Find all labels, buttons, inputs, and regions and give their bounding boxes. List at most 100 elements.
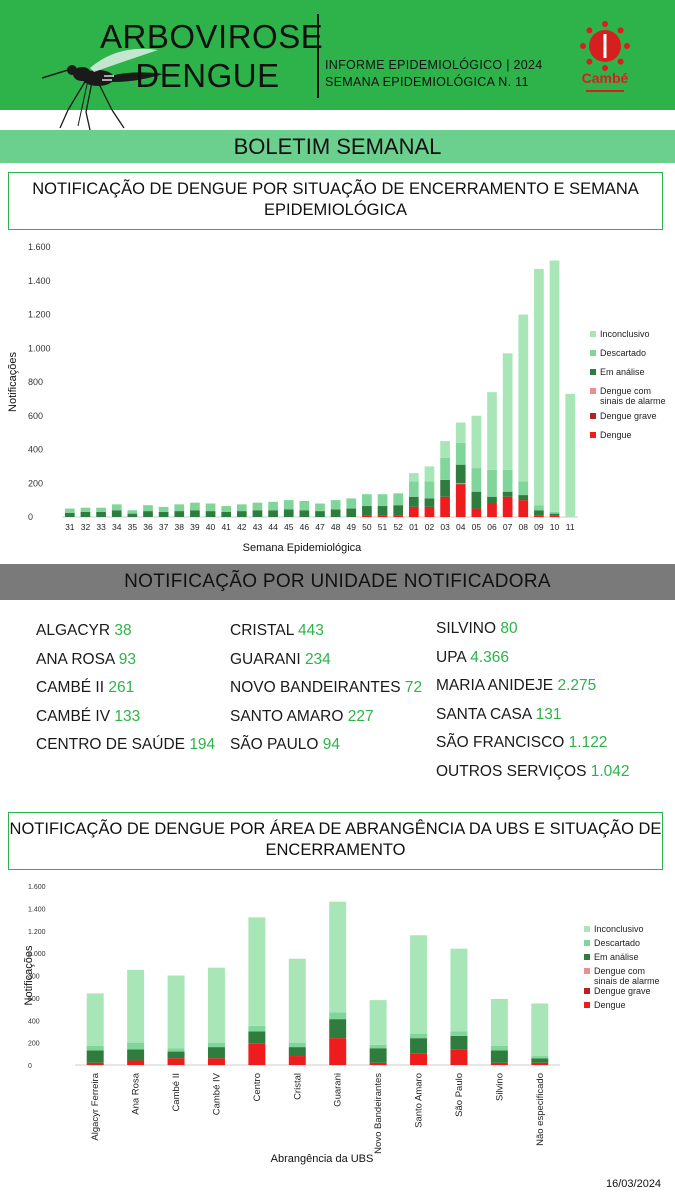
y-tick-label: 1.400 [28,906,46,913]
legend-label: Dengue [600,430,632,440]
bar-segment [440,479,450,497]
bar-segment [531,1058,549,1063]
unit-value: 72 [404,679,423,696]
bar-segment [490,1050,508,1063]
x-tick-label: Santo Amaro [414,1073,425,1128]
bar-segment [393,505,404,516]
x-tick-label: 43 [253,522,263,532]
bar-segment [369,1000,387,1045]
bar-segment [167,1058,185,1065]
bar-segment [86,993,104,1046]
x-tick-label: 07 [503,522,513,532]
bar-segment [455,484,466,485]
bar-segment [369,1048,387,1063]
bar-segment [268,501,278,511]
unit-name: CRISTAL [230,622,294,639]
unit-name: SANTA CASA [436,705,532,723]
bar-segment [549,260,560,512]
unit-item: ALGACYR 38 [36,622,132,640]
x-tick-label: 04 [456,522,466,532]
report-date: 16/03/2024 [606,1178,662,1190]
legend-swatch [590,432,596,438]
bar-segment [96,511,106,517]
legend-label: Em análise [600,367,645,377]
chart2-title: NOTIFICAÇÃO DE DENGUE POR ÁREA DE ABRANG… [8,812,663,870]
bar-segment [236,511,247,517]
y-tick-label: 1.600 [28,884,46,891]
bar-segment [408,496,419,507]
y-tick-label: 800 [28,377,43,387]
x-tick-label: 31 [65,522,75,532]
x-tick-label: 44 [268,522,278,532]
bar-segment [377,515,388,517]
unit-value: 227 [347,707,374,725]
bar-segment [174,504,185,512]
x-tick-label: São Paulo [454,1073,465,1117]
bar-segment [127,969,145,1043]
y-tick-label: 400 [28,1018,40,1025]
x-tick-label: Centro [252,1073,263,1102]
y-tick-label: 1.600 [28,242,51,252]
bar-segment [362,494,372,507]
bar-segment [490,998,508,1046]
legend-swatch [590,350,596,356]
bar-segment [205,511,216,517]
x-tick-label: 36 [143,522,153,532]
header-info-line1: INFORME EPIDEMIOLÓGICO | 2024 [325,58,543,72]
bar-segment [288,958,306,1043]
bar-segment [127,1049,145,1061]
bar-segment [424,481,435,499]
x-tick-label: 08 [519,522,529,532]
legend-swatch [584,1002,590,1008]
y-tick-label: 600 [28,996,40,1003]
legend-swatch [584,988,590,994]
unit-name: ALGACYR [36,622,111,639]
bar-segment [167,1048,185,1052]
y-tick-label: 1.200 [28,310,51,320]
bar-segment [221,506,232,512]
x-tick-label: 40 [206,522,216,532]
bar-segment [518,481,529,496]
x-tick-label: 35 [128,522,138,532]
bar-segment [143,511,153,517]
x-tick-label: 01 [409,522,419,532]
bar-segment [127,513,138,517]
bar-segment [440,457,450,480]
bar-segment [424,466,435,482]
bar-segment [471,468,482,492]
unit-value: 1.122 [568,734,608,751]
y-tick-label: 1.000 [28,343,51,353]
bar-segment [534,515,544,517]
bar-segment [502,496,513,517]
unit-item: MARIA ANIDEJE 2.275 [436,677,596,695]
bar-segment [393,493,404,506]
bar-segment [127,1060,145,1065]
bar-segment [450,1049,468,1065]
bar-segment [252,510,263,517]
bar-segment [455,464,466,484]
unit-value: 133 [114,707,141,725]
legend-swatch [584,926,590,932]
bar-segment [410,935,428,1034]
chart1-title: NOTIFICAÇÃO DE DENGUE POR SITUAÇÃO DE EN… [8,172,663,230]
legend-label: Inconclusivo [594,924,644,934]
unit-value: 194 [189,736,216,753]
unit-item: GUARANI 234 [230,651,331,669]
legend-label: Dengue grave [600,411,657,421]
unit-value: 38 [114,622,132,639]
legend-swatch [584,940,590,946]
bar-segment [86,1045,104,1051]
bar-segment [329,1038,347,1065]
x-tick-label: 37 [159,522,169,532]
legend-label: Inconclusivo [600,329,650,339]
bar-segment [158,506,169,512]
units-section-title: NOTIFICAÇÃO POR UNIDADE NOTIFICADORA [0,564,675,600]
unit-name: SANTO AMARO [230,707,344,725]
unit-value: 80 [500,620,518,637]
y-tick-label: 800 [28,974,40,981]
chart-weekly-notifications: 0 200 400 600 800 1.000 1.200 1.400 1.600 Notific… [7,242,666,554]
unit-name: CAMBÉ II [36,679,105,696]
unit-name: CENTRO DE SAÚDE [36,736,185,753]
bar-segment [64,512,75,517]
bar-segment [549,515,560,517]
